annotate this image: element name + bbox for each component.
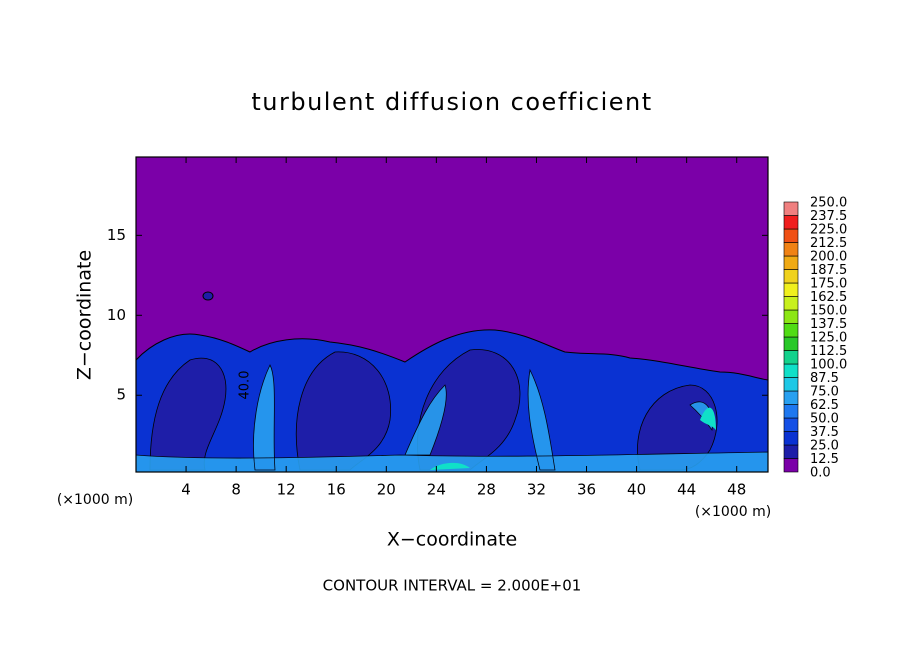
blob <box>202 291 214 301</box>
x-axis-label: X−coordinate <box>387 529 517 551</box>
colorbar-box <box>783 242 799 257</box>
x-tick-label: 36 <box>577 481 596 499</box>
colorbar-label: 75.0 <box>810 385 839 400</box>
colorbar-box <box>783 363 799 378</box>
layer-cyan <box>430 407 716 470</box>
colorbar-label: 100.0 <box>810 358 847 373</box>
x-tick-label: 40 <box>627 481 646 499</box>
colorbar-label: 237.5 <box>810 209 847 224</box>
colorbar-box <box>783 377 799 392</box>
y-tick-label: 15 <box>107 226 126 244</box>
colorbar-label: 150.0 <box>810 304 847 319</box>
colorbar-label: 0.0 <box>810 466 831 481</box>
colorbar-box <box>783 350 799 365</box>
x-tick-label: 16 <box>327 481 346 499</box>
colorbar-box <box>783 228 799 243</box>
x-unit-label: (×1000 m) <box>695 504 771 520</box>
x-tick-label: 44 <box>677 481 696 499</box>
colorbar-label: 187.5 <box>810 263 847 278</box>
y-unit-label: (×1000 m) <box>57 492 133 508</box>
colorbar-box <box>783 269 799 284</box>
colorbar-box <box>783 296 799 311</box>
colorbar-label: 37.5 <box>810 425 839 440</box>
colorbar-label: 50.0 <box>810 412 839 427</box>
colorbar-label: 225.0 <box>810 223 847 238</box>
colorbar-label: 62.5 <box>810 398 839 413</box>
colorbar-box <box>783 309 799 324</box>
colorbar-box <box>783 444 799 459</box>
colorbar-box <box>783 323 799 338</box>
y-tick-label: 5 <box>116 386 126 404</box>
x-tick-label: 8 <box>231 481 241 499</box>
colorbar-label: 125.0 <box>810 331 847 346</box>
colorbar-box <box>783 336 799 351</box>
contour-label: 40.0 <box>238 371 253 400</box>
colorbar-label: 87.5 <box>810 371 839 386</box>
colorbar-box <box>783 215 799 230</box>
colorbar-label: 162.5 <box>810 290 847 305</box>
colorbar-label: 112.5 <box>810 344 847 359</box>
x-tick-label: 12 <box>277 481 296 499</box>
colorbar-label: 137.5 <box>810 317 847 332</box>
x-tick-label: 20 <box>377 481 396 499</box>
colorbar-box <box>783 404 799 419</box>
colorbar-label: 175.0 <box>810 277 847 292</box>
colorbar-box <box>783 431 799 446</box>
layer-light <box>135 364 769 473</box>
x-tick-label: 32 <box>527 481 546 499</box>
colorbar-box <box>783 255 799 270</box>
y-axis-label: Z−coordinate <box>74 250 96 380</box>
colorbar-box <box>783 390 799 405</box>
colorbar-label: 200.0 <box>810 250 847 265</box>
y-tick-label: 10 <box>107 306 126 324</box>
colorbar-box <box>783 458 799 473</box>
colorbar-label: 25.0 <box>810 439 839 454</box>
x-tick-label: 24 <box>427 481 446 499</box>
colorbar-label: 250.0 <box>810 196 847 211</box>
x-tick-label: 4 <box>181 481 191 499</box>
footer: CONTOUR INTERVAL = 2.000E+01 <box>323 577 582 595</box>
colorbar-box <box>783 417 799 432</box>
plot-frame <box>135 156 769 473</box>
colorbar-label: 212.5 <box>810 236 847 251</box>
chart-title: turbulent diffusion coefficient <box>251 88 652 116</box>
colorbar-box <box>783 282 799 297</box>
colorbar-label: 12.5 <box>810 452 839 467</box>
x-tick-label: 28 <box>477 481 496 499</box>
colorbar-box <box>783 201 799 216</box>
x-tick-label: 48 <box>727 481 746 499</box>
